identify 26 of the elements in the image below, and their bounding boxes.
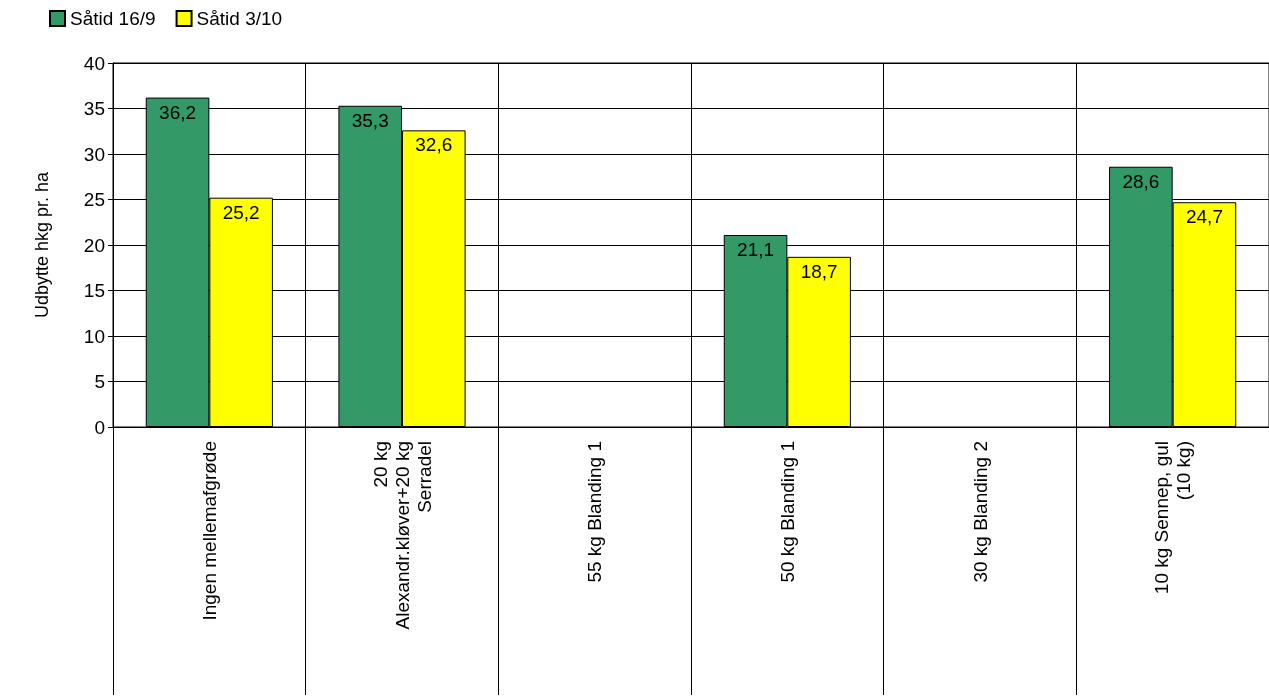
x-tick-label: 55 kg Blanding 1 — [584, 441, 606, 583]
data-label: 28,6 — [1122, 170, 1160, 192]
data-label: 24,7 — [1185, 206, 1223, 228]
x-tick-label: 20 kg Alexandr.kløver+20 kg Serradel — [369, 441, 435, 630]
data-label: 35,3 — [351, 109, 389, 131]
y-tick-label: 20 — [83, 234, 105, 256]
y-tick-label: 10 — [83, 325, 105, 347]
legend-label: Såtid 16/9 — [70, 8, 156, 29]
y-tick-label: 5 — [94, 371, 105, 392]
x-tick-label: Ingen mellemafgrøde — [198, 441, 220, 621]
y-tick-label: 15 — [83, 280, 105, 301]
y-tick-label: 40 — [83, 52, 105, 74]
data-label: 25,2 — [222, 201, 260, 223]
data-label: 32,6 — [415, 134, 453, 156]
y-axis-title: Udbytte hkg pr. ha — [32, 170, 52, 319]
x-tick-label: 50 kg Blanding 1 — [776, 441, 798, 583]
x-tick-label: 30 kg Blanding 2 — [969, 441, 991, 583]
x-tick-label: 10 kg Sennep, gul (10 kg) — [1151, 441, 1195, 595]
data-label: 21,1 — [737, 238, 775, 260]
y-tick-label: 25 — [83, 189, 105, 210]
y-tick-label: 35 — [83, 98, 105, 119]
legend-label: Såtid 3/10 — [196, 8, 283, 29]
data-label: 36,2 — [159, 101, 197, 123]
y-tick-label: 0 — [94, 416, 105, 438]
y-tick-label: 30 — [83, 143, 105, 165]
data-label: 18,7 — [800, 260, 838, 282]
